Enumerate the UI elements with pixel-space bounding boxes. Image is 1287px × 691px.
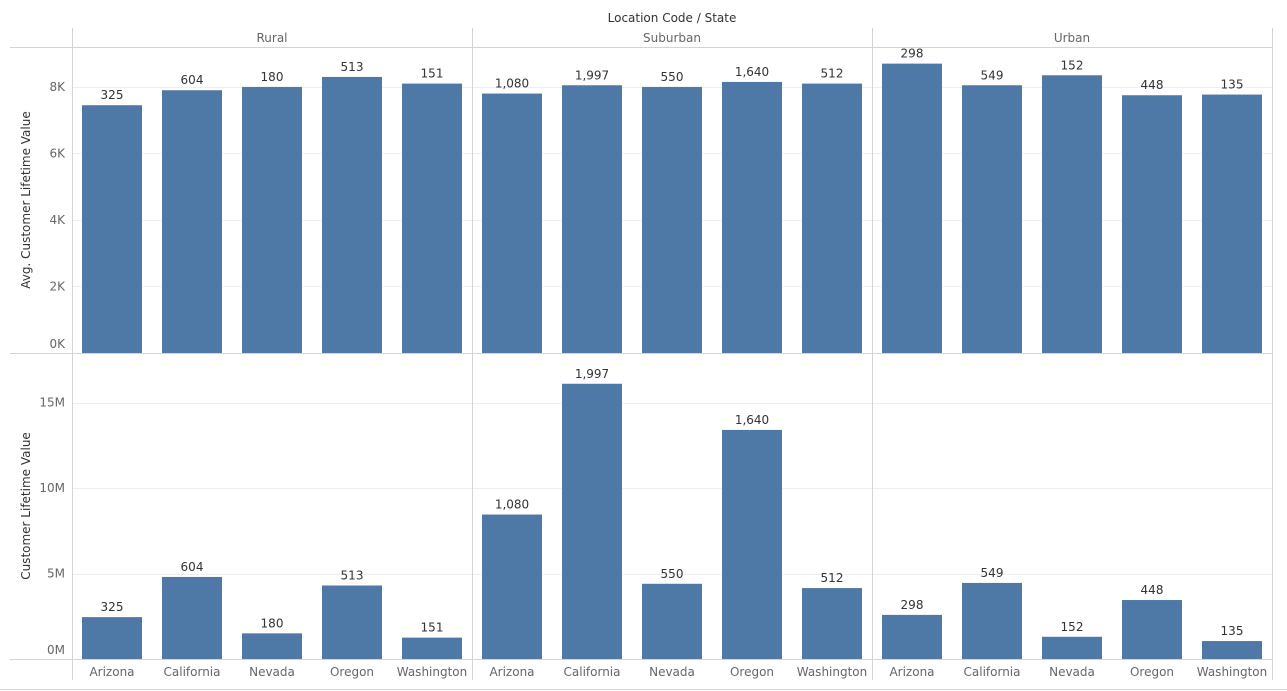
y-tick-label: 2K <box>49 279 66 293</box>
x-category-label: Washington <box>1197 665 1268 679</box>
bar[interactable] <box>562 383 622 659</box>
x-category-label: Nevada <box>1049 665 1095 679</box>
data-label: 513 <box>341 60 364 74</box>
bar[interactable] <box>1202 94 1262 353</box>
data-label: 448 <box>1141 78 1164 92</box>
data-label: 513 <box>341 568 364 582</box>
y-tick-label: 0K <box>49 337 66 351</box>
y-tick-label: 5M <box>47 567 65 581</box>
data-label: 604 <box>181 73 204 87</box>
bar[interactable] <box>482 514 542 659</box>
bar[interactable] <box>962 85 1022 353</box>
x-category-label: Oregon <box>730 665 774 679</box>
bar[interactable] <box>1042 75 1102 354</box>
bar[interactable] <box>402 83 462 353</box>
y-axis-title: Avg. Customer Lifetime Value <box>19 111 33 288</box>
data-label: 152 <box>1061 620 1084 634</box>
data-label: 151 <box>421 67 444 81</box>
bar[interactable] <box>802 83 862 353</box>
bar[interactable] <box>162 90 222 353</box>
bar[interactable] <box>882 63 942 354</box>
bar[interactable] <box>882 614 942 659</box>
bar[interactable] <box>722 429 782 659</box>
x-category-label: Washington <box>397 665 468 679</box>
y-axis-title: Customer Lifetime Value <box>19 432 33 580</box>
y-tick-label: 15M <box>39 396 65 410</box>
data-label: 1,080 <box>495 498 529 512</box>
x-category-label: California <box>164 665 221 679</box>
data-label: 298 <box>901 47 924 61</box>
data-label: 550 <box>661 567 684 581</box>
data-label: 152 <box>1061 58 1084 72</box>
bar[interactable] <box>962 582 1022 659</box>
x-category-label: California <box>964 665 1021 679</box>
bar[interactable] <box>1122 600 1182 659</box>
bar[interactable] <box>242 633 302 659</box>
bar[interactable] <box>802 588 862 659</box>
pane-header-rural: Rural <box>256 31 287 45</box>
data-label: 298 <box>901 598 924 612</box>
bar[interactable] <box>242 86 302 354</box>
x-category-label: Oregon <box>1130 665 1174 679</box>
x-category-label: California <box>564 665 621 679</box>
x-category-label: Nevada <box>249 665 295 679</box>
bar[interactable] <box>482 93 542 353</box>
pane-header-suburban: Suburban <box>643 31 701 45</box>
x-category-label: Washington <box>797 665 868 679</box>
y-tick-label: 8K <box>49 80 66 94</box>
bar[interactable] <box>162 576 222 659</box>
data-label: 1,997 <box>575 367 609 381</box>
x-category-label: Nevada <box>649 665 695 679</box>
data-label: 512 <box>821 67 844 81</box>
bar[interactable] <box>722 81 782 353</box>
data-label: 151 <box>421 621 444 635</box>
x-category-label: Arizona <box>889 665 934 679</box>
y-tick-label: 0M <box>47 643 65 657</box>
data-label: 1,640 <box>735 413 769 427</box>
data-label: 135 <box>1221 624 1244 638</box>
data-label: 550 <box>661 70 684 84</box>
data-label: 604 <box>181 560 204 574</box>
data-label: 549 <box>981 566 1004 580</box>
data-label: 180 <box>261 616 284 630</box>
y-tick-label: 6K <box>49 146 66 160</box>
bar[interactable] <box>642 583 702 659</box>
data-label: 135 <box>1221 78 1244 92</box>
bar[interactable] <box>322 585 382 659</box>
bar[interactable] <box>82 105 142 354</box>
chart-title: Location Code / State <box>608 11 737 25</box>
bar[interactable] <box>1042 636 1102 659</box>
bar[interactable] <box>642 86 702 354</box>
data-label: 180 <box>261 70 284 84</box>
y-tick-label: 10M <box>39 481 65 495</box>
bar[interactable] <box>1202 641 1262 659</box>
x-category-label: Oregon <box>330 665 374 679</box>
data-label: 325 <box>101 88 124 102</box>
bar[interactable] <box>402 637 462 659</box>
x-category-label: Arizona <box>489 665 534 679</box>
bar[interactable] <box>1122 95 1182 353</box>
x-category-label: Arizona <box>89 665 134 679</box>
data-label: 512 <box>821 571 844 585</box>
data-label: 325 <box>101 600 124 614</box>
data-label: 1,997 <box>575 68 609 82</box>
data-label: 448 <box>1141 583 1164 597</box>
data-label: 549 <box>981 68 1004 82</box>
data-label: 1,640 <box>735 65 769 79</box>
y-tick-label: 4K <box>49 213 66 227</box>
bar[interactable] <box>562 85 622 353</box>
bar[interactable] <box>82 617 142 659</box>
data-label: 1,080 <box>495 77 529 91</box>
pane-header-urban: Urban <box>1054 31 1090 45</box>
bar[interactable] <box>322 76 382 353</box>
